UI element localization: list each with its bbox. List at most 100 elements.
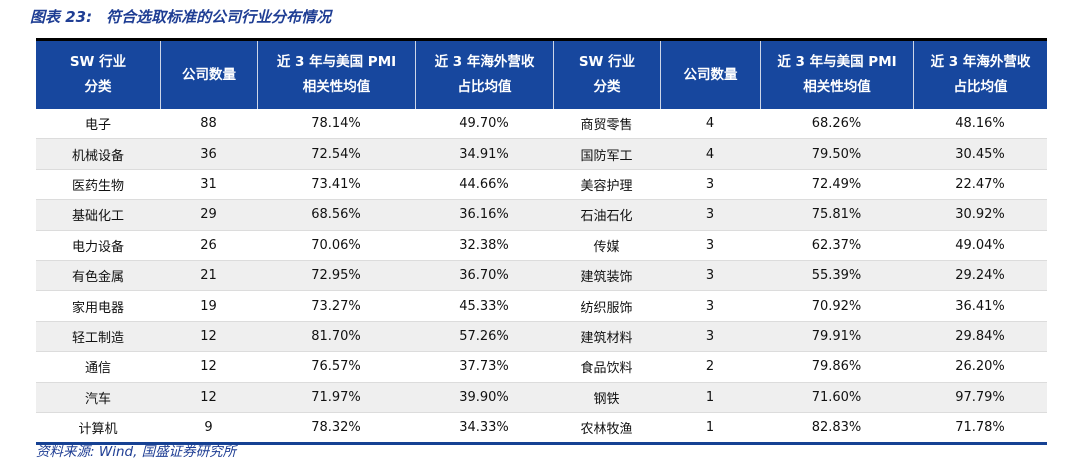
cell-overseas-share: 71.78% [955, 420, 1005, 436]
header-cell-pmi-correlation: 近 3 年与美国 PMI 相关性均值 [760, 41, 913, 109]
table-row: 计算机 9 78.32% 34.33% 农林牧渔 1 82.83% 71.78% [36, 411, 1047, 442]
cell-industry: 基础化工 [71, 209, 124, 225]
cell-industry: 纺织服饰 [580, 300, 633, 316]
cell-industry: 农林牧渔 [580, 422, 633, 438]
cell-company-count: 3 [705, 328, 715, 344]
cell-pmi-correlation: 72.49% [811, 176, 862, 192]
cell-pmi-correlation: 82.83% [811, 420, 862, 436]
cell-pmi-correlation: 55.39% [811, 268, 862, 284]
cell-pmi-correlation: 71.60% [811, 389, 862, 405]
cell-industry: 汽车 [84, 391, 111, 407]
cell-overseas-share: 22.47% [955, 176, 1005, 192]
figure-title-text: 符合选取标准的公司行业分布情况 [106, 8, 332, 26]
cell-industry: 电力设备 [71, 239, 124, 255]
header-cell-pmi-correlation: 近 3 年与美国 PMI 相关性均值 [257, 41, 415, 109]
cell-company-count: 4 [705, 146, 715, 162]
cell-pmi-correlation: 70.06% [311, 237, 361, 253]
cell-overseas-share: 36.41% [955, 298, 1005, 314]
cell-industry: 通信 [84, 361, 111, 377]
cell-industry: 轻工制造 [71, 330, 124, 346]
header-cell-company-count: 公司数量 [160, 41, 257, 109]
cell-industry: 家用电器 [71, 300, 124, 316]
cell-overseas-share: 57.26% [459, 328, 509, 344]
table-row: 家用电器 19 73.27% 45.33% 纺织服饰 3 70.92% 36.41% [36, 290, 1047, 320]
data-table: SW 行业 分类 公司数量近 3 年与美国 PMI 相关性均值近 3 年海外营收 占比均… [36, 38, 1047, 446]
cell-overseas-share: 36.16% [459, 207, 509, 223]
table-row: 通信 12 76.57% 37.73% 食品饮料 2 79.86% 26.20% [36, 351, 1047, 381]
table-row: 有色金属 21 72.95% 36.70% 建筑装饰 3 55.39% 29.24% [36, 259, 1047, 291]
cell-pmi-correlation: 75.81% [811, 207, 862, 223]
cell-pmi-correlation: 78.14% [311, 116, 361, 132]
cell-overseas-share: 48.16% [955, 116, 1005, 132]
table-bottom-rule [36, 442, 1047, 446]
cell-industry: 美容护理 [580, 178, 633, 194]
cell-overseas-share: 34.33% [459, 420, 509, 436]
cell-industry: 石油石化 [580, 209, 633, 225]
table-row: 轻工制造 12 81.70% 57.26% 建筑材料 3 79.91% 29.84% [36, 320, 1047, 352]
cell-company-count: 29 [200, 207, 217, 223]
figure-label: 图表 23: [30, 8, 93, 26]
cell-industry: 传媒 [593, 239, 620, 255]
cell-overseas-share: 39.90% [459, 389, 509, 405]
cell-company-count: 31 [200, 176, 217, 192]
header-cell-overseas-share: 近 3 年海外营收 占比均值 [913, 41, 1047, 109]
table-row: 机械设备 36 72.54% 34.91% 国防军工 4 79.50% 30.45% [36, 138, 1047, 169]
cell-industry: 电子 [84, 118, 111, 134]
header-cell-overseas-share: 近 3 年海外营收 占比均值 [415, 41, 553, 109]
cell-company-count: 9 [204, 420, 213, 436]
cell-company-count: 88 [200, 116, 217, 132]
cell-industry: 建筑装饰 [580, 270, 633, 286]
cell-pmi-correlation: 71.97% [311, 389, 361, 405]
cell-industry: 食品饮料 [580, 361, 633, 377]
cell-company-count: 19 [200, 298, 217, 314]
cell-overseas-share: 49.04% [955, 237, 1005, 253]
cell-pmi-correlation: 79.91% [811, 328, 862, 344]
cell-industry: 有色金属 [71, 270, 124, 286]
table-header-row: SW 行业 分类 公司数量近 3 年与美国 PMI 相关性均值近 3 年海外营收 占比均… [36, 41, 1047, 109]
header-cell-industry: SW 行业 分类 [553, 41, 660, 109]
table-row: 医药生物 31 73.41% 44.66% 美容护理 3 72.49% 22.47% [36, 168, 1047, 199]
cell-company-count: 2 [705, 359, 715, 375]
cell-overseas-share: 34.91% [459, 146, 509, 162]
cell-pmi-correlation: 79.50% [811, 146, 862, 162]
cell-overseas-share: 26.20% [955, 359, 1005, 375]
cell-pmi-correlation: 70.92% [811, 298, 862, 314]
table-top-rule [36, 38, 1047, 41]
table-row: 汽车 12 71.97% 39.90% 钢铁 1 71.60% 97.79% [36, 381, 1047, 412]
cell-overseas-share: 29.24% [955, 268, 1005, 284]
cell-industry: 钢铁 [593, 391, 620, 407]
cell-company-count: 26 [200, 237, 217, 253]
table-row: 基础化工 29 68.56% 36.16% 石油石化 3 75.81% 30.92% [36, 199, 1047, 230]
cell-industry: 国防军工 [580, 148, 633, 164]
cell-pmi-correlation: 78.32% [311, 420, 361, 436]
cell-overseas-share: 30.45% [955, 146, 1005, 162]
cell-industry: 商贸零售 [580, 118, 633, 134]
cell-company-count: 3 [705, 268, 715, 284]
cell-industry: 建筑材料 [580, 330, 633, 346]
cell-company-count: 12 [200, 328, 217, 344]
cell-industry: 计算机 [78, 422, 118, 438]
cell-company-count: 3 [705, 298, 715, 314]
header-cell-industry: SW 行业 分类 [69, 54, 127, 95]
cell-overseas-share: 44.66% [459, 176, 509, 192]
cell-company-count: 1 [705, 389, 715, 405]
cell-pmi-correlation: 72.95% [311, 268, 361, 284]
cell-industry: 医药生物 [71, 178, 124, 194]
cell-company-count: 21 [200, 268, 217, 284]
cell-overseas-share: 32.38% [459, 237, 509, 253]
cell-company-count: 3 [705, 207, 715, 223]
cell-pmi-correlation: 81.70% [311, 328, 361, 344]
cell-pmi-correlation: 72.54% [311, 146, 361, 162]
table-row: 电力设备 26 70.06% 32.38% 传媒 3 62.37% 49.04% [36, 229, 1047, 260]
cell-overseas-share: 49.70% [459, 116, 509, 132]
table-row: 电子 88 78.14% 49.70% 商贸零售 4 68.26% 48.16% [36, 109, 1047, 138]
cell-pmi-correlation: 73.27% [311, 298, 361, 314]
cell-company-count: 3 [705, 176, 715, 192]
cell-company-count: 1 [705, 420, 715, 436]
cell-pmi-correlation: 73.41% [311, 176, 361, 192]
table-body: 电子 88 78.14% 49.70% 商贸零售 4 68.26% 48.16% 机械设备 36 7… [36, 109, 1047, 442]
cell-company-count: 36 [200, 146, 217, 162]
cell-company-count: 12 [200, 389, 217, 405]
cell-company-count: 3 [705, 237, 715, 253]
cell-pmi-correlation: 62.37% [811, 237, 862, 253]
